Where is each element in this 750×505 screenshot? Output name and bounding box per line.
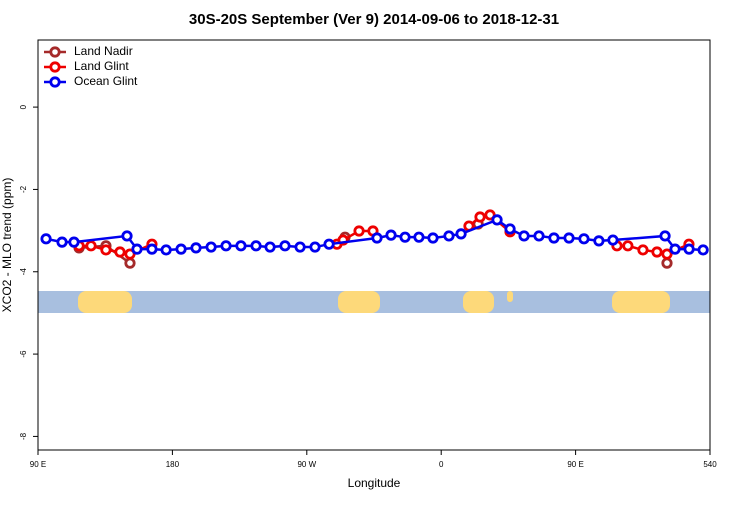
data-point [220,240,232,252]
data-point [697,244,709,256]
legend-label: Land Nadir [74,44,133,58]
data-point [518,230,530,242]
data-point [56,236,68,248]
data-point [491,214,503,226]
data-point [250,240,262,252]
data-point [160,244,172,256]
x-tick-label: 90 W [297,460,316,469]
data-point [484,209,496,221]
data-point [637,244,649,256]
data-point [309,241,321,253]
land-patch [463,291,494,313]
data-point [146,243,158,255]
data-point [474,211,486,223]
map-strip [38,291,710,313]
data-point [427,232,439,244]
x-tick-label: 0 [439,460,444,469]
land-patch [612,291,670,313]
data-point [205,241,217,253]
data-point [413,231,425,243]
x-tick-label: 90 E [567,460,583,469]
data-point [353,225,365,237]
y-tick-label: -8 [19,432,28,440]
data-point [114,246,126,258]
data-point [578,233,590,245]
data-point [669,243,681,255]
data-point [622,240,634,252]
data-point [279,240,291,252]
data-point [385,229,397,241]
data-point [661,257,673,269]
data-point [548,232,560,244]
data-point [235,240,247,252]
data-point [533,230,545,242]
x-tick-label: 180 [166,460,180,469]
data-point [131,243,143,255]
data-point [371,232,383,244]
y-tick-label: -6 [19,350,28,358]
data-point [455,228,467,240]
legend-label: Ocean Glint [74,74,138,88]
data-point [124,248,136,260]
data-point [264,241,276,253]
legend-marker [49,61,61,73]
y-axis-label: XCO2 - MLO trend (ppm) [0,178,14,313]
data-point [85,240,97,252]
data-point [100,244,112,256]
data-point [68,236,80,248]
data-point [399,231,411,243]
data-point [190,242,202,254]
data-point [40,233,52,245]
legend-label: Land Glint [74,59,129,73]
plot-frame [37,39,711,451]
data-point [651,246,663,258]
data-point [607,234,619,246]
land-patch [338,291,380,313]
data-point [443,230,455,242]
data-point [683,243,695,255]
data-point [504,223,516,235]
chart-title: 30S-20S September (Ver 9) 2014-09-06 to … [189,11,559,28]
y-tick-label: 0 [19,104,28,109]
data-point [175,243,187,255]
x-tick-label: 540 [703,460,717,469]
data-point [124,257,136,269]
data-point [659,230,671,242]
land-patch [78,291,132,313]
x-axis-label: Longitude [348,476,401,490]
data-point [121,230,133,242]
y-tick-label: -4 [19,268,28,276]
data-point [323,238,335,250]
data-point [563,232,575,244]
y-tick-label: -2 [19,185,28,193]
data-point [294,241,306,253]
data-point [593,235,605,247]
x-tick-label: 90 E [30,460,46,469]
legend-marker [49,76,61,88]
land-patch [507,291,513,302]
legend-marker [49,46,61,58]
data-point [661,248,673,260]
